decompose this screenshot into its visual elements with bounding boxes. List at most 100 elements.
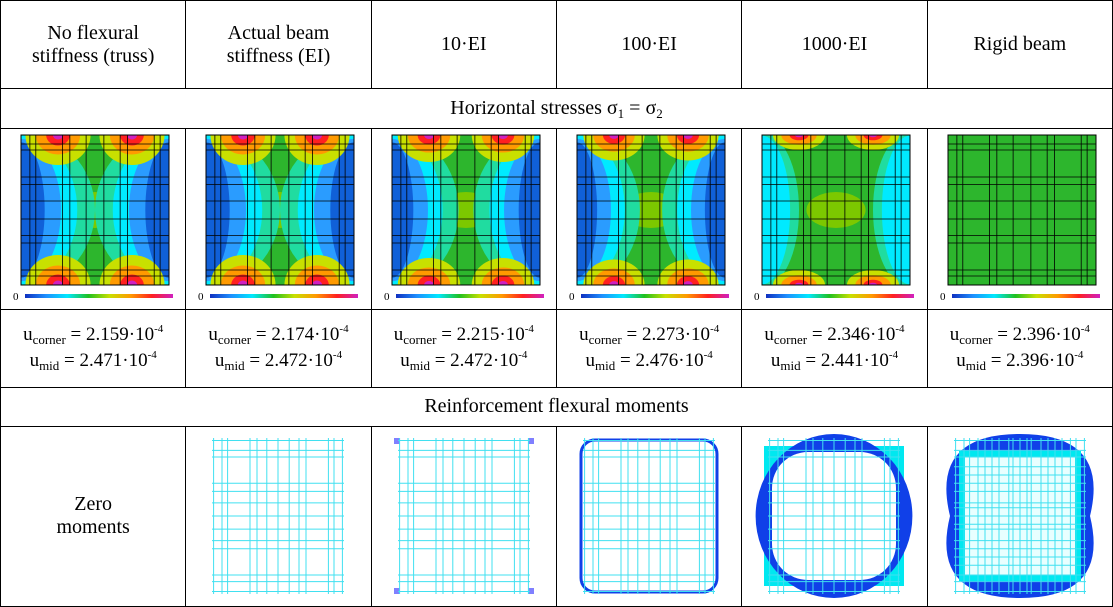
- plot-border: [947, 134, 1097, 286]
- contour: [603, 134, 626, 144]
- contour: [305, 274, 330, 285]
- colorbar: [951, 293, 1100, 298]
- header-line: Rigid beam: [973, 33, 1067, 56]
- contour: [231, 274, 256, 285]
- contour-group: [206, 134, 355, 285]
- contour: [683, 134, 694, 139]
- zero-moments-line: moments: [56, 516, 130, 539]
- header-line: 10·EI: [441, 33, 487, 56]
- section-text: Horizontal stresses σ: [450, 97, 618, 120]
- header-cell: Actual beam stiffness (EI): [185, 0, 372, 90]
- header-cell: 1000·EI: [741, 0, 928, 90]
- subscript: corner: [588, 332, 622, 348]
- symbol: u: [23, 324, 33, 346]
- contour: [231, 134, 256, 146]
- header-line: stiffness (EI): [226, 44, 331, 67]
- moment-mark: [527, 438, 534, 445]
- moment-cell: [370, 425, 557, 607]
- stress-plot: 0: [13, 134, 174, 303]
- contour-bg: [947, 134, 1096, 285]
- contour: [417, 134, 441, 145]
- colorbar-min: 0: [198, 291, 204, 303]
- value: = 2.346·10: [807, 324, 896, 346]
- contour: [417, 275, 441, 285]
- moment-plot: [756, 434, 913, 599]
- contour: [120, 134, 144, 146]
- contour: [762, 135, 791, 285]
- plot-border: [761, 134, 911, 286]
- symbol: u: [400, 350, 410, 372]
- subscript: corner: [32, 332, 66, 348]
- colorbar: [581, 293, 730, 298]
- value: = 2.215·10: [436, 324, 525, 346]
- plot-border: [20, 134, 170, 286]
- plot-border: [205, 134, 355, 286]
- moment-plot: [393, 438, 534, 595]
- stress-cell: 0: [0, 128, 187, 310]
- plot-border: [391, 134, 541, 286]
- contour-group: [21, 134, 170, 285]
- contour-group: [577, 134, 726, 285]
- contour: [677, 275, 700, 285]
- subscript: mid: [409, 358, 430, 374]
- value: = 2.174·10: [251, 324, 340, 346]
- value-cell: ucorner = 2.174·10-4 umid = 2.472·10-4: [185, 308, 372, 388]
- header-line: stiffness (truss): [31, 44, 155, 67]
- contour-group: [391, 134, 540, 285]
- contour: [491, 134, 515, 145]
- header-cell: 10·EI: [370, 0, 557, 90]
- contour: [312, 280, 323, 285]
- colorbar: [395, 293, 544, 298]
- stress-plot: 0: [384, 134, 544, 303]
- zero-moments-line: Zero: [74, 493, 113, 516]
- moment-mark: [393, 438, 400, 445]
- exponent: -4: [524, 323, 534, 336]
- contour: [305, 134, 330, 146]
- contour: [609, 281, 620, 285]
- contour: [126, 134, 138, 140]
- subscript: mid: [224, 358, 245, 374]
- value-line: ucorner = 2.273·10-4: [557, 322, 740, 348]
- section-text: Reinforcement flexural moments: [424, 395, 689, 418]
- exponent: -4: [1080, 323, 1090, 336]
- table-row: No flexural stiffness (truss) Actual beam s…: [0, 0, 1113, 90]
- contour: [21, 142, 45, 278]
- moment-cell: Zero moments: [0, 425, 187, 607]
- value-line: umid = 2.472·10-4: [187, 348, 370, 374]
- symbol: u: [956, 350, 966, 372]
- colorbar: [766, 293, 915, 298]
- moment-cell: [926, 425, 1113, 607]
- subscript: corner: [217, 332, 252, 348]
- stress-plot: 0: [569, 134, 730, 303]
- value-line: ucorner = 2.215·10-4: [372, 322, 555, 348]
- exponent: -4: [710, 323, 720, 336]
- header-line: 100·EI: [621, 33, 677, 56]
- value-cell: ucorner = 2.159·10-4 umid = 2.471·10-4: [0, 308, 187, 388]
- value: = 2.471·10: [59, 350, 148, 372]
- value-cell: ucorner = 2.215·10-4 umid = 2.472·10 -4: [370, 308, 557, 388]
- moment-plot: [579, 438, 719, 595]
- table-row: 0 0 0 0 0 0: [0, 128, 1113, 310]
- subscript: mid: [595, 358, 616, 374]
- moment-plot: [946, 434, 1094, 599]
- section-title: Reinforcement flexural moments: [0, 386, 1113, 427]
- value-line: umid = 2.476·10-4: [557, 348, 740, 374]
- moment-cell: [185, 425, 372, 607]
- value: = 2.273·10: [621, 324, 711, 346]
- contour: [145, 142, 170, 278]
- value: = 2.472·10: [429, 350, 519, 372]
- exponent: -4: [703, 349, 713, 362]
- section-title: Horizontal stresses σ1 = σ2: [0, 88, 1113, 130]
- symbol: u: [214, 350, 225, 372]
- value-cell: ucorner = 2.396·10-4 umid = 2.396·10-4: [926, 308, 1113, 388]
- value-line: ucorner = 2.174·10-4: [187, 322, 370, 348]
- contour: [806, 191, 867, 228]
- value-line: ucorner = 2.346·10-4: [743, 322, 926, 348]
- exponent: -4: [339, 323, 349, 336]
- contour: [238, 280, 249, 285]
- value: = 2.396·10: [985, 350, 1075, 372]
- moment-mark: [527, 588, 534, 595]
- value-line: umid = 2.471·10-4: [2, 348, 185, 374]
- stress-plot: 0: [198, 134, 359, 303]
- symbol: u: [764, 324, 774, 346]
